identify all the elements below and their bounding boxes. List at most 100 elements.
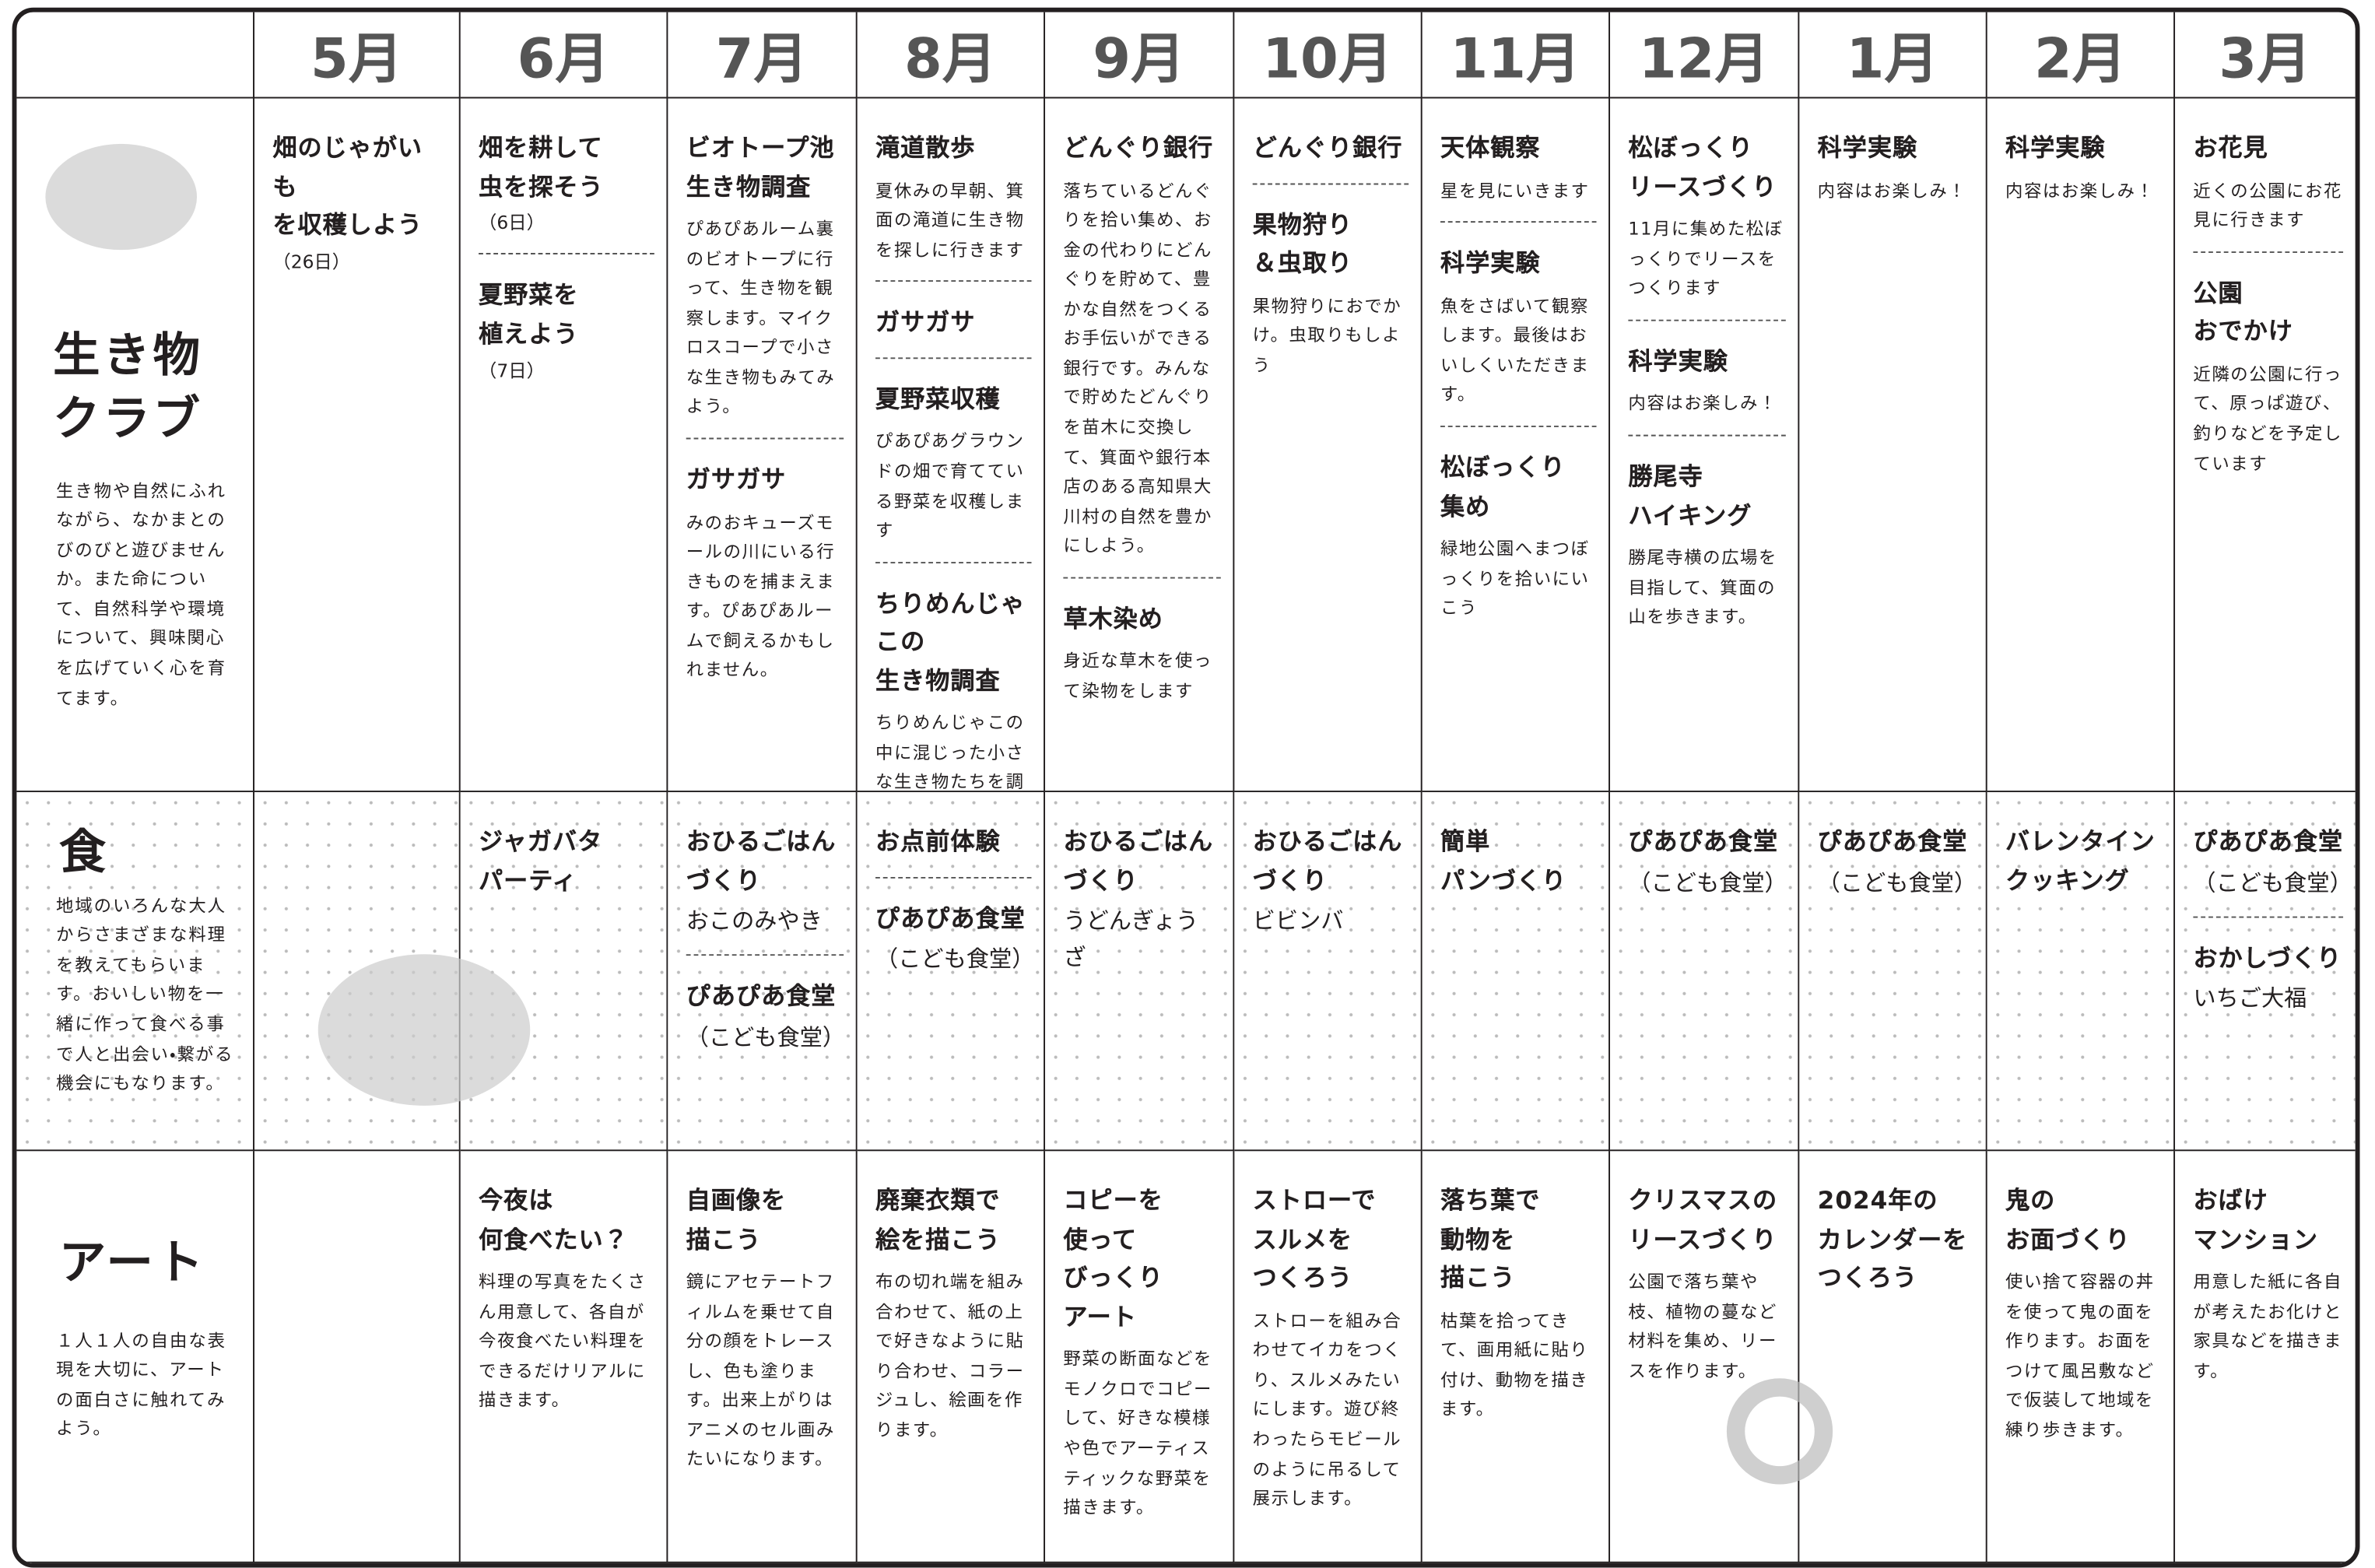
activity-title: 科学実験 <box>1440 244 1596 283</box>
activity-subtitle: （こども食堂） <box>686 1023 846 1051</box>
activity: おひるごはん づくり ビビンバ <box>1253 823 1409 939</box>
activity-subtitle: （こども食堂） <box>875 945 1035 973</box>
activity: ジャガバタ パーティ <box>479 823 654 900</box>
activity-title-line: ぴあぴあ食堂 <box>875 903 1026 933</box>
activity-text: ぴあぴあグラウンドの畑で育てている野菜を収穫します <box>875 430 1025 541</box>
activity-title: 勝尾寺 ハイキング <box>1628 458 1785 535</box>
month-cell: 自画像を 描こう 鏡にアセテートフィルムを乗せて自分の顔をトレースし、色も塗ります。… <box>668 1151 858 1563</box>
activity-text: 近隣の公園に行って、原っぱ遊び、釣りなどを予定しています <box>2193 363 2342 474</box>
month-cell: 廃棄衣類で 絵を描こう 布の切れ端を組み合わせて、紙の上で好きなように貼り合わせ、コ… <box>857 1151 1046 1563</box>
activity-title: 2024年の カレンダーを つくろう <box>1818 1181 1973 1297</box>
activity-title-line: スルメを <box>1252 1224 1353 1254</box>
activity: おばけ マンション 用意した紙に各自が考えたお化けと家具などを描きます。 <box>2193 1181 2343 1386</box>
month-cell: コピーを 使って びっくり アート 野菜の断面などをモノクロでコピーして、好きな模様や色… <box>1045 1151 1235 1563</box>
activity-title-line: パーティ <box>479 865 577 895</box>
activity-text: 勝尾寺横の広場を目指して、箕面の山を歩きます。 <box>1628 546 1777 628</box>
activity-title-line: 生き物調査 <box>875 666 1001 696</box>
activity-title-line: づくり <box>686 865 762 895</box>
category-title-line: クラブ <box>53 391 203 447</box>
month-cell: ぴあぴあ食堂 （こども食堂） おかしづくり いちご大福 <box>2175 791 2356 1152</box>
month-cell: 2024年の カレンダーを つくろう <box>1799 1151 1987 1563</box>
month-cell: おひるごはん づくり ビビンバ <box>1234 791 1423 1152</box>
activity: 松ぼっくり リースづくり 11月に集めた松ぼっくりでリースをつくります <box>1628 128 1785 303</box>
activity-subtitle: （こども食堂） <box>2193 868 2352 896</box>
month-header: 6月 <box>460 12 668 99</box>
activity: 科学実験 内容はお楽しみ！ <box>1818 128 1973 206</box>
activity-title-line: カレンダーを <box>1817 1224 1968 1254</box>
activity-title-line: 描こう <box>1440 1263 1516 1293</box>
category-title: アート <box>59 1233 241 1296</box>
activity: 今夜は 何食べたい？ 料理の写真をたくさん用意して、各自が今夜食べたい料理をできるだ… <box>479 1181 654 1416</box>
activity-title: どんぐり銀行 <box>1063 128 1220 167</box>
activity-title: どんぐり銀行 <box>1253 128 1409 167</box>
activity-title-line: 草木染め <box>1063 604 1163 633</box>
activity-title-line: おかしづくり <box>2193 942 2342 972</box>
activity-title-line: ガサガサ <box>875 307 976 337</box>
activity: 畑を耕して 虫を探そう （6日） <box>479 128 654 238</box>
activity: 夏野菜を 植えよう （7日） <box>479 253 654 386</box>
activity-text: 落ちているどんぐりを拾い集め、お金の代わりにどんぐりを貯めて、豊かな自然をつくる… <box>1063 179 1212 556</box>
activity-title-line: 勝尾寺 <box>1628 461 1703 491</box>
illustration <box>317 954 531 1106</box>
category-description: 地域のいろんな大人からさまざまな料理を教えてもらいます。おいしい物を一緒に作って… <box>56 895 234 1094</box>
month-cell: ぴあぴあ食堂 （こども食堂） <box>1610 791 1800 1152</box>
activity-title-line: 落ち葉で <box>1440 1186 1541 1215</box>
category-description: １人１人の自由な表現を大切に、アートの面白さに触れてみよう。 <box>56 1329 226 1440</box>
activity-title-line: クッキング <box>2005 865 2130 895</box>
activity-title-line: 簡単 <box>1440 826 1491 856</box>
activity: 畑のじゃがいも を収穫しよう （26日） <box>272 128 447 277</box>
category-cell: 生き物 クラブ 生き物や自然にふれながら、なかまとのびのびと遊びませんか。また命につ… <box>16 98 254 792</box>
activity: バレンタイン クッキング <box>2005 823 2161 900</box>
activity-title-line: ハイキング <box>1628 500 1752 530</box>
month-cell: 簡単 パンづくり <box>1422 791 1611 1152</box>
activity-title-line: パンづくり <box>1440 865 1567 895</box>
category-cell: アート １人１人の自由な表現を大切に、アートの面白さに触れてみよう。 <box>16 1151 254 1563</box>
activity-title: ぴあぴあ食堂 <box>1628 823 1785 861</box>
activity-title: 果物狩り ＆虫取り <box>1253 205 1409 283</box>
month-cell: 滝道散歩 夏休みの早朝、箕面の滝道に生き物を探しに行きます ガサガサ 夏野菜収穫 ぴあぴ… <box>857 98 1046 792</box>
month-cell: 鬼の お面づくり 使い捨て容器の丼を使って鬼の面を作ります。お面をつけて風呂敷などで… <box>1987 1151 2176 1563</box>
activity-title-line: 松ぼっくり <box>1628 133 1753 163</box>
activity: おかしづくり いちご大福 <box>2193 915 2344 1017</box>
activity-subtitle: （こども食堂） <box>1628 868 1787 896</box>
activity-title: ぴあぴあ食堂 <box>2193 823 2343 861</box>
activity-text: 内容はお楽しみ！ <box>2005 179 2155 202</box>
illustration <box>45 143 198 251</box>
activity-text: 鏡にアセテートフィルムを乗せて自分の顔をトレースし、色も塗ります。出来上がりはア… <box>686 1271 835 1470</box>
category-title: 生き物 クラブ <box>53 325 240 452</box>
activity-title: 畑を耕して 虫を探そう <box>479 128 654 206</box>
activity-title-line: づくり <box>1063 865 1138 895</box>
month-cell: 畑を耕して 虫を探そう （6日） 夏野菜を 植えよう （7日） <box>460 98 668 792</box>
activity-title: 科学実験 <box>1628 342 1785 381</box>
corner-cell <box>16 12 254 99</box>
activity-title-line: ガサガサ <box>686 465 787 494</box>
activity-title-line: バレンタイン <box>2005 826 2156 856</box>
month-cell: ストローで スルメを つくろう ストローを組み合わせてイカをつくり、スルメみたいにしま… <box>1234 1151 1423 1563</box>
activity-text: 11月に集めた松ぼっくりでリースをつくります <box>1628 218 1784 299</box>
activity-title: 天体観察 <box>1440 128 1596 167</box>
activity: 天体観察 星を見にいきます <box>1440 128 1596 206</box>
activity: 夏野菜収穫 ぴあぴあグラウンドの畑で育てている野菜を収穫します <box>875 357 1032 546</box>
month-header: 7月 <box>668 12 858 99</box>
activity-title-line: ストローで <box>1252 1186 1377 1215</box>
activity-subtitle: （6日） <box>479 212 546 234</box>
activity-title-line: ＆虫取り <box>1252 248 1353 278</box>
activity-title-line: ぴあぴあ食堂 <box>2193 826 2344 856</box>
month-cell: ぴあぴあ食堂 （こども食堂） <box>1799 791 1987 1152</box>
activity: 科学実験 魚をさばいて観察します。最後はおいしくいただきます。 <box>1440 221 1597 410</box>
activity-title: ビオトープ池 生き物調査 <box>686 128 844 206</box>
activity-subtitle: いちご大福 <box>2193 984 2307 1012</box>
activity: ぴあぴあ食堂 （こども食堂） <box>875 876 1035 977</box>
month-cell: どんぐり銀行落ちているどんぐりを拾い集め、お金の代わりにどんぐりを貯めて、豊かな… <box>1045 98 1235 792</box>
activity-title-line: づくり <box>1252 865 1328 895</box>
activity-title-line: 滝道散歩 <box>875 133 976 163</box>
activity: おひるごはん づくり おこのみやき <box>686 823 844 939</box>
month-cell: ジャガバタ パーティ <box>460 791 668 1152</box>
activity-title: 廃棄衣類で 絵を描こう <box>875 1181 1031 1259</box>
activity: 果物狩り ＆虫取り 果物狩りにおでかけ。虫取りもしよう <box>1252 182 1409 381</box>
month-cell <box>254 1151 461 1563</box>
month-header: 10月 <box>1234 12 1423 99</box>
category-title-line: 生き物 <box>53 328 203 384</box>
activity-title: 松ぼっくり 集め <box>1440 448 1596 526</box>
